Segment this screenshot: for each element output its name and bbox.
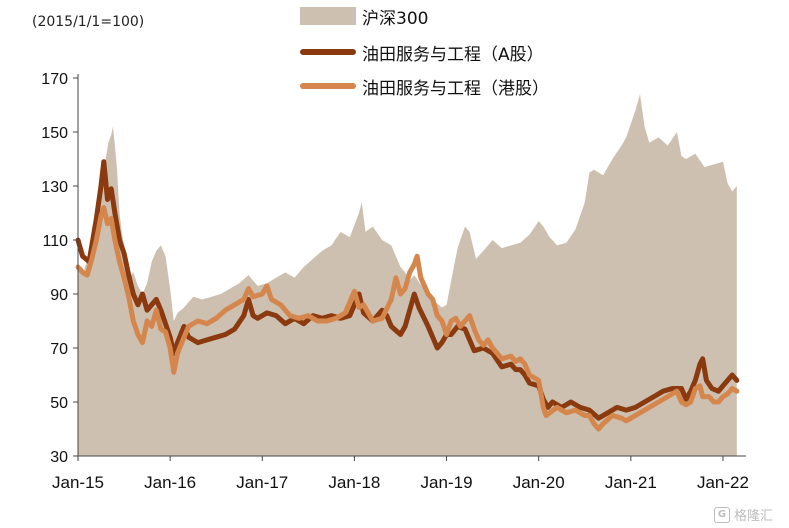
x-tick-label: Jan-16 <box>144 473 196 492</box>
legend-item-a-share: 油田服务与工程（A股） <box>300 40 544 65</box>
axis-layer: 30 50 70 90 110 130 150 170 Jan-15 Jan-16 Jan-17 Ja… <box>41 71 749 492</box>
y-tick-label: 30 <box>50 449 68 466</box>
y-tick-label: 70 <box>50 341 68 358</box>
legend-item-csi300: 沪深300 <box>300 4 429 29</box>
series-line-2 <box>75 205 740 432</box>
x-tick-label: Jan-22 <box>697 473 749 492</box>
x-tick-label: Jan-18 <box>328 473 380 492</box>
legend-swatch-csi300 <box>300 7 356 25</box>
legend-swatch-a-share <box>300 49 356 55</box>
unit-note: (2015/1/1=100) <box>32 14 145 30</box>
legend-label-csi300: 沪深300 <box>362 8 429 29</box>
y-tick-label: 110 <box>42 233 68 250</box>
series-line-1 <box>75 159 740 421</box>
watermark-text: 格隆汇 <box>733 509 773 524</box>
y-tick-label: 90 <box>50 287 68 304</box>
watermark: G 格隆汇 <box>713 505 773 524</box>
y-tick-label: 50 <box>50 395 68 412</box>
legend-item-hk-share: 油田服务与工程（港股） <box>300 74 549 99</box>
y-tick-label: 130 <box>41 179 68 196</box>
y-tick-label: 150 <box>41 125 68 142</box>
y-tick-label: 170 <box>41 71 68 88</box>
line-layer <box>75 159 740 432</box>
x-tick-label: Jan-19 <box>421 473 473 492</box>
legend-swatch-hk-share <box>300 83 356 89</box>
legend-label-a-share: 油田服务与工程（A股） <box>362 44 544 65</box>
series-area-0 <box>78 94 737 456</box>
area-layer <box>78 94 737 456</box>
legend-label-hk-share: 油田服务与工程（港股） <box>362 78 549 99</box>
x-tick-label: Jan-17 <box>236 473 288 492</box>
watermark-logo-icon: G <box>713 506 730 523</box>
x-tick-label: Jan-21 <box>605 473 657 492</box>
x-tick-label: Jan-15 <box>52 473 104 492</box>
x-tick-label: Jan-20 <box>513 473 565 492</box>
